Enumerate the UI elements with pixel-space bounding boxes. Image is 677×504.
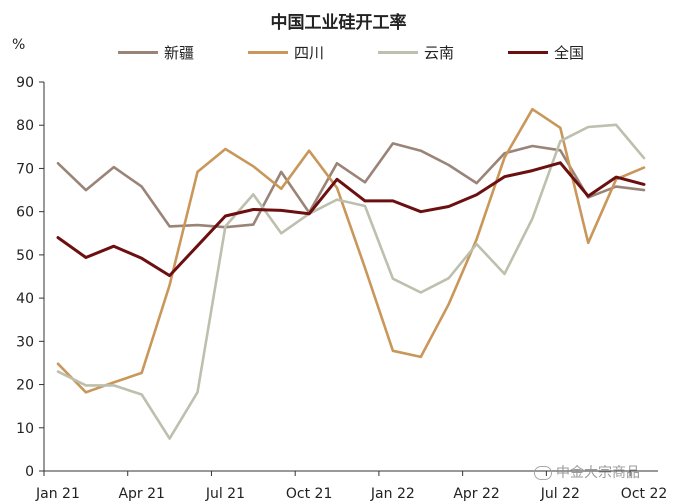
wechat-icon: [534, 466, 552, 480]
y-tick-label: 40: [16, 291, 34, 307]
unit-label: %: [12, 37, 26, 53]
y-tick-label: 60: [16, 205, 34, 221]
y-tick-label: 70: [16, 161, 34, 177]
watermark-text: 中金大宗商品: [556, 465, 640, 481]
x-tick-label: Jul 21: [205, 486, 245, 502]
y-tick-label: 20: [16, 378, 34, 394]
y-tick-label: 80: [16, 118, 34, 134]
legend-item-1: 新疆: [118, 42, 248, 62]
series-line-2: [56, 107, 646, 394]
legend-swatch: [118, 50, 158, 54]
series-line-4: [56, 161, 646, 278]
legend-label: 云南: [424, 43, 455, 62]
legend: 新疆 四川 云南 全国: [118, 42, 638, 62]
y-tick-label: 50: [16, 248, 34, 264]
legend-label: 全国: [554, 43, 585, 62]
y-tick-label: 90: [16, 75, 34, 91]
x-tick-label: Oct 21: [286, 486, 332, 502]
watermark: 中金大宗商品: [534, 462, 640, 482]
chart-title: 中国工业硅开工率: [270, 13, 407, 33]
x-tick-label: Jan 21: [35, 486, 80, 502]
x-tick-label: Oct 22: [621, 486, 667, 502]
legend-swatch: [508, 50, 548, 54]
legend-swatch: [378, 50, 418, 54]
x-tick-label: Jan 22: [370, 486, 415, 502]
x-tick-label: Jul 22: [540, 486, 580, 502]
y-tick-label: 30: [16, 334, 34, 350]
y-tick-label: 10: [16, 421, 34, 437]
series-line-1: [56, 142, 646, 229]
legend-item-3: 云南: [378, 42, 508, 62]
legend-item-4: 全国: [508, 42, 638, 62]
x-tick-label: Apr 22: [453, 486, 499, 502]
legend-swatch: [248, 50, 288, 54]
x-tick-label: Apr 21: [118, 486, 164, 502]
legend-item-2: 四川: [248, 42, 378, 62]
y-tick-label: 0: [25, 464, 34, 480]
legend-label: 四川: [294, 43, 325, 62]
series-line-3: [56, 123, 646, 440]
legend-label: 新疆: [164, 43, 195, 62]
